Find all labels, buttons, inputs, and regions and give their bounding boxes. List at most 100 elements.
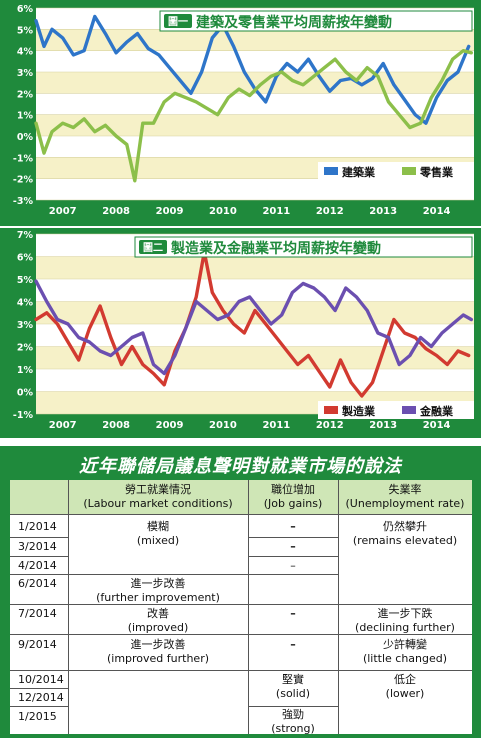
y-tick-label: 3%	[17, 320, 34, 331]
legend-label: 零售業	[419, 165, 454, 179]
date-cell: 4/2014	[18, 559, 57, 572]
chart-panel-2: 7% 6% 5% 4% 3% 2% 1% 0% -1% 2007 2008 2009 2010 2011 2…	[0, 228, 481, 438]
labour-zh: 進一步改善	[130, 638, 186, 651]
chart-2: 7% 6% 5% 4% 3% 2% 1% 0% -1% 2007 2008 2009 2010 2011 2…	[13, 230, 474, 431]
x-tick-label: 2007	[49, 420, 77, 431]
labour-cell: 改善 (improved)	[68, 607, 248, 635]
legend-label: 製造業	[341, 404, 376, 418]
grid-line	[68, 480, 69, 734]
grid-line	[10, 634, 472, 635]
jobs-solid-en: (solid)	[275, 687, 311, 700]
chart-title: 建築及零售業平均周薪按年變動	[196, 14, 392, 31]
legend-swatch	[402, 406, 416, 414]
legend-label: 金融業	[419, 404, 454, 418]
grid-line	[10, 688, 68, 689]
unemp-cell: 進一步下跌 (declining further)	[338, 607, 472, 635]
x-tick-label: 2010	[209, 420, 237, 431]
grid-line	[10, 556, 68, 557]
unemp-en: (little changed)	[362, 652, 448, 665]
x-tick-label: 2013	[369, 206, 397, 217]
jobs-cell: 強勁 (strong)	[248, 708, 338, 736]
grid-line	[10, 574, 338, 575]
labour-en: (further improvement)	[96, 591, 220, 604]
grid-line	[10, 706, 68, 707]
y-tick-label: -2%	[13, 175, 34, 186]
jobs-cell: –	[290, 607, 296, 620]
unemp-cell: 少許轉變 (little changed)	[338, 638, 472, 666]
date-cell: 7/2014	[18, 607, 57, 620]
fed-statement-table: 勞工就業情況 (Labour market conditions) 職位增加 (…	[10, 480, 472, 736]
x-tick-label: 2009	[156, 420, 184, 431]
grid-band	[36, 72, 474, 94]
header-unemp-en: (Unemployment rate)	[345, 497, 465, 510]
unemp-zh: 進一步下跌	[377, 607, 433, 620]
labour-en: (improved further)	[106, 652, 210, 665]
jobs-cell: –	[290, 559, 296, 572]
header-jobs-zh: 職位增加	[271, 483, 315, 496]
labour-cell: 進一步改善 (improved further)	[68, 638, 248, 666]
x-tick-label: 2008	[102, 420, 130, 431]
jobs-strong-zh: 強勁	[282, 708, 304, 721]
y-tick-label: 5%	[17, 25, 34, 36]
grid-line	[248, 706, 338, 707]
series-line	[34, 49, 473, 183]
unemp-en: (lower)	[385, 687, 425, 700]
y-tick-label: 2%	[17, 89, 34, 100]
y-tick-label: 5%	[17, 275, 34, 286]
header-jobs: 職位增加 (Job gains)	[248, 480, 338, 514]
grid-band	[36, 114, 474, 136]
unemp-en: (declining further)	[355, 621, 455, 634]
x-tick-label: 2011	[262, 420, 290, 431]
jobs-solid-zh: 堅實	[282, 673, 304, 686]
unemp-zh: 少許轉變	[383, 638, 427, 651]
series-line	[34, 14, 471, 125]
y-tick-label: -1%	[13, 153, 34, 164]
header-labour: 勞工就業情況 (Labour market conditions)	[68, 480, 248, 514]
x-tick-label: 2014	[423, 420, 451, 431]
jobs-cell: –	[290, 520, 296, 533]
table-title: 近年聯儲局議息聲明對就業市場的說法	[79, 456, 402, 477]
labour-zh: 進一步改善	[130, 577, 186, 590]
header-date-cell	[10, 480, 68, 514]
x-tick-label: 2012	[316, 420, 344, 431]
header-unemp-zh: 失業率	[388, 483, 422, 496]
x-tick-label: 2012	[316, 206, 344, 217]
legend-swatch	[324, 406, 338, 414]
labour-cell: 進一步改善 (further improvement)	[68, 577, 248, 605]
labour-en: (improved)	[127, 621, 189, 634]
header-labour-en: (Labour market conditions)	[83, 497, 233, 510]
grid-band	[36, 256, 474, 279]
header-unemp: 失業率 (Unemployment rate)	[338, 480, 472, 514]
y-tick-label: 0%	[17, 132, 34, 143]
jobs-cell: –	[290, 540, 296, 553]
title-box	[134, 236, 473, 258]
series-line	[34, 279, 473, 376]
jobs-cell: –	[290, 638, 296, 651]
y-tick-label: 4%	[17, 298, 34, 309]
date-cell: 1/2015	[18, 710, 57, 723]
legend-box	[318, 162, 474, 180]
y-tick-label: 2%	[17, 343, 34, 354]
y-tick-label: 6%	[17, 4, 34, 15]
y-tick-label: 1%	[17, 111, 34, 122]
legend-swatch	[324, 167, 338, 175]
title-badge: 圖一	[168, 16, 188, 28]
grid-band	[36, 29, 474, 51]
grid-line	[248, 556, 338, 557]
unemp-zh: 低企	[394, 673, 416, 686]
title-badge-box	[164, 14, 192, 28]
chart-1: 6% 5% 4% 3% 2% 1% 0% -1% -2% -3% 2007 2008 2009 2010 2…	[13, 4, 474, 217]
date-cell: 6/2014	[18, 577, 57, 590]
x-tick-label: 2007	[49, 206, 77, 217]
y-tick-label: -3%	[13, 196, 34, 207]
header-jobs-en: (Job gains)	[263, 497, 323, 510]
legend-swatch	[402, 167, 416, 175]
y-tick-label: -1%	[13, 410, 34, 421]
grid-line	[10, 670, 472, 671]
unemp-cell: 低企 (lower)	[338, 673, 472, 701]
y-tick-label: 0%	[17, 388, 34, 399]
x-tick-label: 2010	[209, 206, 237, 217]
unemp-cell: 仍然攀升 (remains elevated)	[338, 520, 472, 548]
grid-line	[338, 480, 339, 734]
unemp-en: (remains elevated)	[352, 534, 458, 547]
